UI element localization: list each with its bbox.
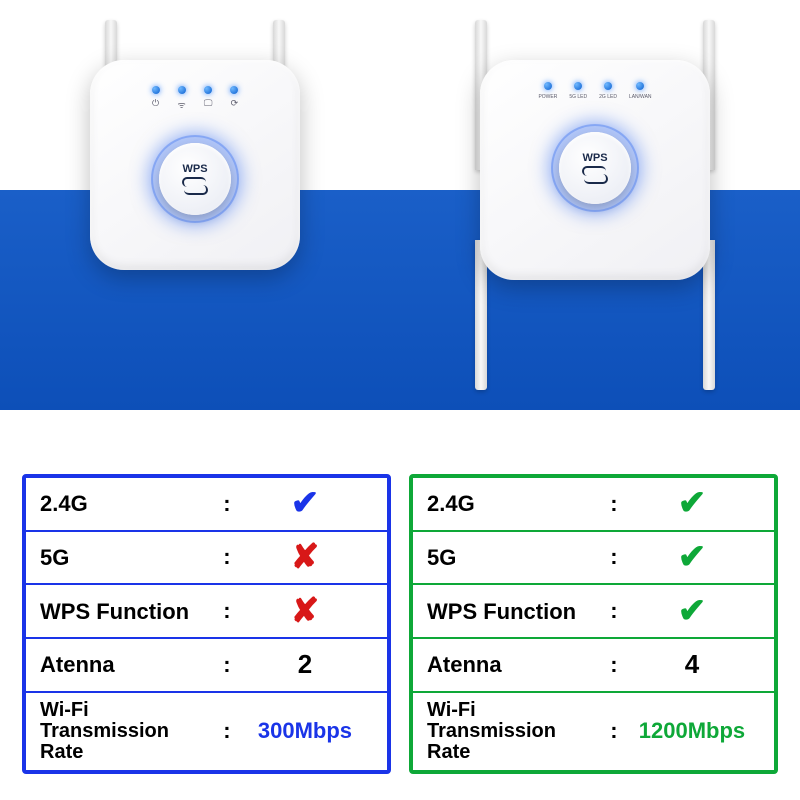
led-label: 2G LED — [599, 94, 617, 100]
colon: : — [217, 652, 237, 678]
spec-value: 1200Mbps — [624, 718, 760, 744]
spec-row: 2.4G: ✔ — [413, 478, 774, 532]
power-icon: ⏻ — [152, 98, 159, 109]
device-2-antenna: ⏻ ᯤ 🖵 ⟳ WPS — [90, 60, 300, 270]
spec-row: Wi-FiTransmissionRate:1200Mbps — [413, 693, 774, 770]
spec-row: 2.4G: ✔ — [26, 478, 387, 532]
colon: : — [217, 598, 237, 624]
spec-value: ✔ — [624, 594, 760, 629]
spec-value: 300Mbps — [237, 718, 373, 744]
wps-led-icon: ⟳ — [231, 98, 239, 109]
spec-row: Wi-FiTransmissionRate:300Mbps — [26, 693, 387, 770]
colon: : — [604, 718, 624, 744]
spec-label: Wi-FiTransmissionRate — [40, 700, 217, 763]
check-icon: ✔ — [678, 592, 707, 630]
wifi-icon: ᯤ — [178, 98, 186, 111]
led-label: LAN/WAN — [629, 94, 652, 100]
lan-icon: 🖵 — [204, 98, 213, 109]
spec-label: Wi-FiTransmissionRate — [427, 700, 604, 763]
sync-arrows-icon — [580, 166, 610, 184]
cross-icon: ✘ — [291, 592, 320, 630]
spec-label: 2.4G — [40, 492, 217, 515]
spec-label: 2.4G — [427, 492, 604, 515]
spec-value: ✘ — [237, 594, 373, 629]
spec-label: WPS Function — [40, 600, 217, 623]
spec-value: ✔ — [624, 486, 760, 521]
colon: : — [217, 491, 237, 517]
device-4-antenna: POWER 5G LED 2G LED LAN/WAN WPS — [480, 60, 710, 280]
spec-label: Atenna — [427, 653, 604, 676]
wps-button[interactable]: WPS — [559, 132, 631, 204]
spec-label: Atenna — [40, 653, 217, 676]
spec-value: 2 — [237, 649, 373, 680]
spec-comparison: 2.4G:✔5G:✘WPS Function:✘Atenna:2Wi-FiTra… — [0, 460, 800, 800]
spec-label: 5G — [40, 546, 217, 569]
led-label: POWER — [538, 94, 557, 100]
spec-table-left: 2.4G:✔5G:✘WPS Function:✘Atenna:2Wi-FiTra… — [22, 474, 391, 774]
check-icon: ✔ — [678, 538, 707, 576]
spec-row: WPS Function: ✔ — [413, 585, 774, 639]
spec-table-right: 2.4G:✔5G:✔WPS Function:✔Atenna:4Wi-FiTra… — [409, 474, 778, 774]
product-image-area: ⏻ ᯤ 🖵 ⟳ WPS — [0, 0, 800, 460]
spec-label: 5G — [427, 546, 604, 569]
wps-label: WPS — [182, 163, 207, 175]
spec-label: WPS Function — [427, 600, 604, 623]
device-body: ⏻ ᯤ 🖵 ⟳ WPS — [90, 60, 300, 270]
spec-value: ✔ — [624, 540, 760, 575]
check-icon: ✔ — [678, 484, 707, 522]
spec-value: ✔ — [237, 486, 373, 521]
colon: : — [604, 491, 624, 517]
led-row: ⏻ ᯤ 🖵 ⟳ — [152, 86, 239, 111]
wps-button[interactable]: WPS — [159, 143, 231, 215]
colon: : — [217, 718, 237, 744]
device-body: POWER 5G LED 2G LED LAN/WAN WPS — [480, 60, 710, 280]
led-row: POWER 5G LED 2G LED LAN/WAN — [538, 82, 651, 100]
colon: : — [217, 544, 237, 570]
colon: : — [604, 544, 624, 570]
spec-row: Atenna:2 — [26, 639, 387, 693]
wps-label: WPS — [582, 152, 607, 164]
spec-row: WPS Function: ✘ — [26, 585, 387, 639]
sync-arrows-icon — [180, 177, 210, 195]
colon: : — [604, 598, 624, 624]
spec-row: Atenna:4 — [413, 639, 774, 693]
spec-row: 5G: ✘ — [26, 532, 387, 586]
spec-row: 5G: ✔ — [413, 532, 774, 586]
cross-icon: ✘ — [291, 538, 320, 576]
colon: : — [604, 652, 624, 678]
spec-value: 4 — [624, 649, 760, 680]
check-icon: ✔ — [291, 484, 320, 522]
led-label: 5G LED — [569, 94, 587, 100]
spec-value: ✘ — [237, 540, 373, 575]
